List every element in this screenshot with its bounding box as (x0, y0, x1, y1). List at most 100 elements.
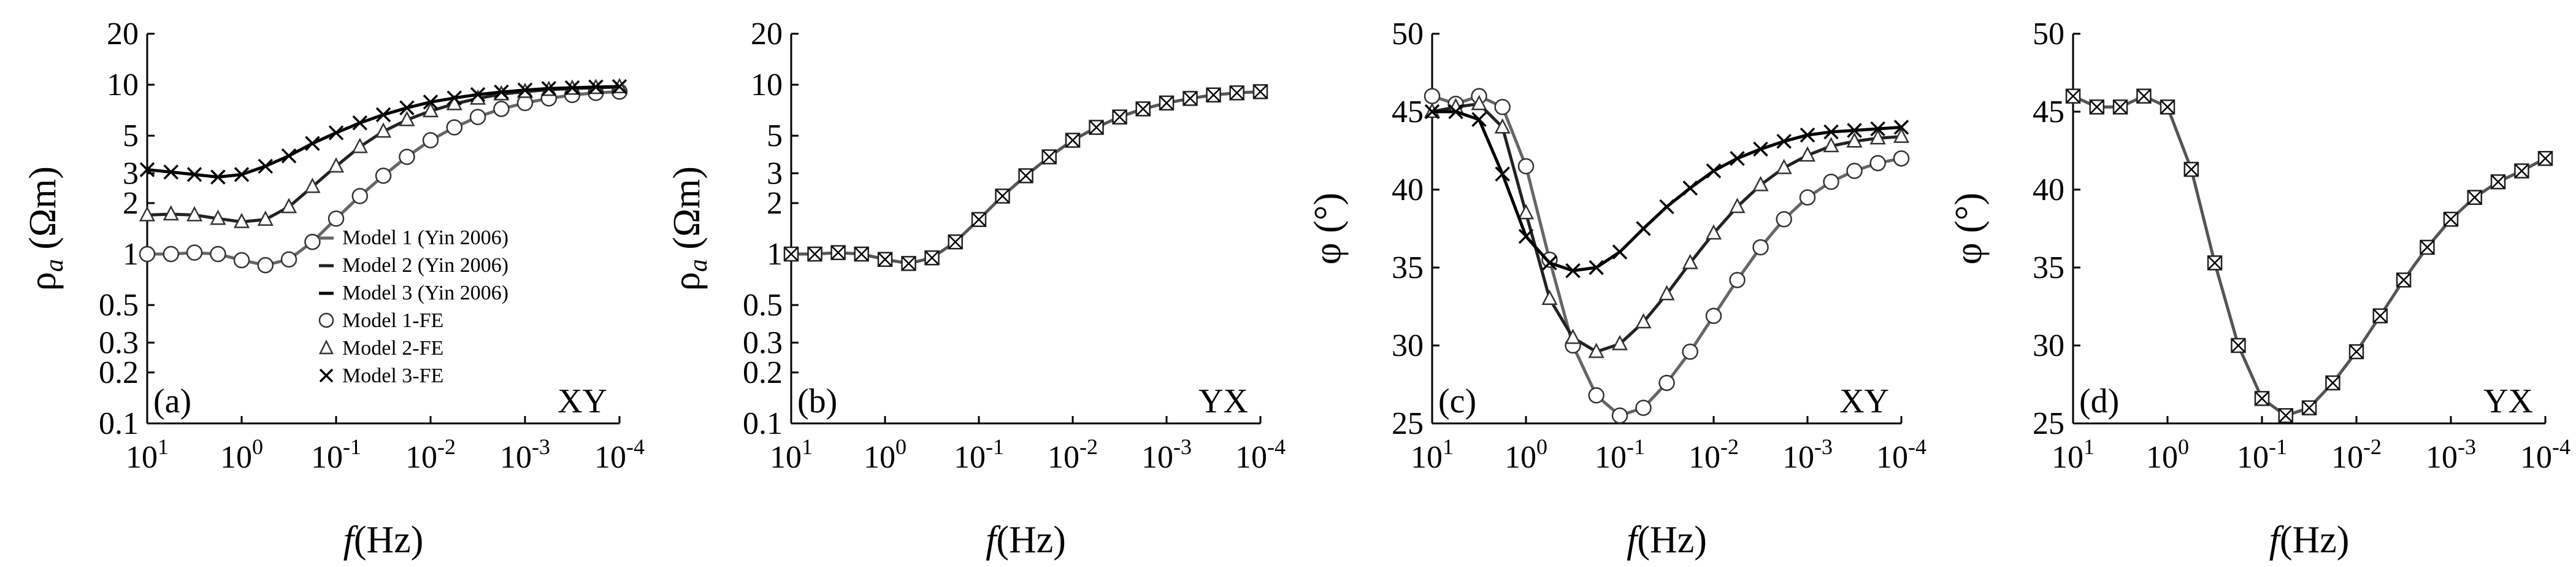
data-point (163, 205, 179, 221)
data-point (399, 100, 415, 116)
data-point (446, 119, 463, 136)
x-tick-label: 10-1 (954, 434, 1004, 475)
x-tick-label: 100 (220, 434, 263, 475)
y-tick-label: 45 (1392, 94, 1424, 129)
x-tick-label: 10-2 (1689, 434, 1739, 475)
data-point (1517, 158, 1535, 175)
data-point (971, 212, 987, 227)
panel-label: (d) (2079, 382, 2119, 420)
data-point (877, 252, 893, 267)
data-point (2231, 338, 2246, 353)
x-axis-label: f(Hz) (1627, 519, 1707, 561)
data-point (901, 256, 916, 271)
data-point (1869, 129, 1886, 145)
data-point (280, 251, 297, 268)
data-point (2514, 163, 2529, 179)
data-point (1065, 133, 1081, 148)
data-point (1776, 158, 1792, 174)
data-point (1799, 146, 1816, 162)
data-point (210, 209, 226, 225)
data-point (2065, 88, 2081, 104)
data-point (1635, 399, 1652, 416)
data-point (1658, 374, 1675, 392)
x-tick-label: 10-2 (405, 434, 456, 475)
data-point (1893, 150, 1910, 167)
data-point (1565, 328, 1581, 344)
data-point (1658, 285, 1675, 301)
x-axis-label: f(Hz) (986, 519, 1066, 561)
data-point (281, 148, 297, 164)
data-point (139, 162, 155, 177)
series-line (1432, 110, 1902, 272)
y-tick-label: 25 (1392, 406, 1424, 441)
data-point (2420, 239, 2435, 255)
data-point (1682, 253, 1698, 269)
data-point (1800, 127, 1815, 143)
x-tick-label: 101 (1411, 434, 1454, 475)
y-tick-label: 5 (767, 118, 783, 153)
data-point (305, 136, 320, 152)
component-label: YX (2483, 382, 2533, 420)
x-axis-label: f(Hz) (343, 519, 424, 561)
series-models-1-3 (2065, 88, 2553, 423)
data-point (1847, 123, 1862, 138)
data-point (611, 79, 627, 94)
data-point (1846, 163, 1863, 179)
x-tick-label: 10-4 (1235, 434, 1286, 475)
x-tick-label: 10-4 (1876, 434, 1926, 475)
data-point (2112, 99, 2128, 115)
data-point (1752, 239, 1769, 256)
legend-symbol (319, 368, 334, 383)
data-point (210, 169, 226, 185)
data-point (328, 210, 345, 227)
legend: Model 1 (Yin 2006) Model 2 (Yin 2006) Mode… (318, 226, 508, 387)
panel-d: 25 30 35 40 45 50 101 100 10-1 10-2 10-3 10-4 f(Hz) φ… (1948, 17, 2570, 561)
data-point (1518, 228, 1534, 244)
data-point (1588, 387, 1604, 404)
data-point (541, 80, 557, 96)
data-point (1729, 198, 1746, 214)
y-tick-label: 0.1 (99, 406, 139, 441)
data-point (163, 245, 180, 263)
data-point (139, 245, 156, 263)
data-point (470, 87, 486, 102)
y-tick-label: 30 (2033, 328, 2064, 363)
x-axis-label: f(Hz) (2269, 519, 2350, 561)
x-tick-label: 101 (770, 434, 813, 475)
data-point (1612, 244, 1628, 260)
data-point (1823, 124, 1839, 140)
data-point (375, 122, 392, 138)
data-point (139, 206, 156, 222)
data-point (422, 102, 439, 118)
data-point (1705, 224, 1722, 240)
y-tick-label: 3 (767, 156, 783, 191)
data-point (995, 188, 1010, 204)
legend-entry: Model 2-FE (342, 337, 443, 360)
x-tick-label: 10-1 (1595, 434, 1645, 475)
data-point (233, 212, 250, 228)
data-point (1589, 260, 1604, 276)
data-point (783, 246, 799, 262)
data-point (328, 125, 344, 141)
y-tick-label: 0.3 (743, 325, 783, 360)
data-point (186, 244, 203, 261)
data-point (1206, 87, 1221, 103)
data-point (1517, 204, 1535, 220)
data-point (924, 250, 940, 266)
x-tick-label: 10-3 (2426, 434, 2476, 475)
data-point (1495, 166, 1510, 182)
data-point (2207, 255, 2223, 271)
data-point (352, 115, 368, 131)
data-point (588, 79, 604, 94)
data-point (1635, 313, 1652, 329)
data-point (257, 256, 274, 274)
y-tick-label: 0.3 (99, 325, 139, 360)
y-axis-label: ρa (Ωm) (666, 166, 713, 291)
data-point (1893, 120, 1909, 135)
data-point (234, 167, 250, 182)
x-tick-label: 10-3 (1141, 434, 1192, 475)
data-point (210, 245, 226, 263)
data-point (2443, 212, 2459, 227)
series-models-1-3 (783, 84, 1268, 271)
data-point (1869, 155, 1886, 172)
